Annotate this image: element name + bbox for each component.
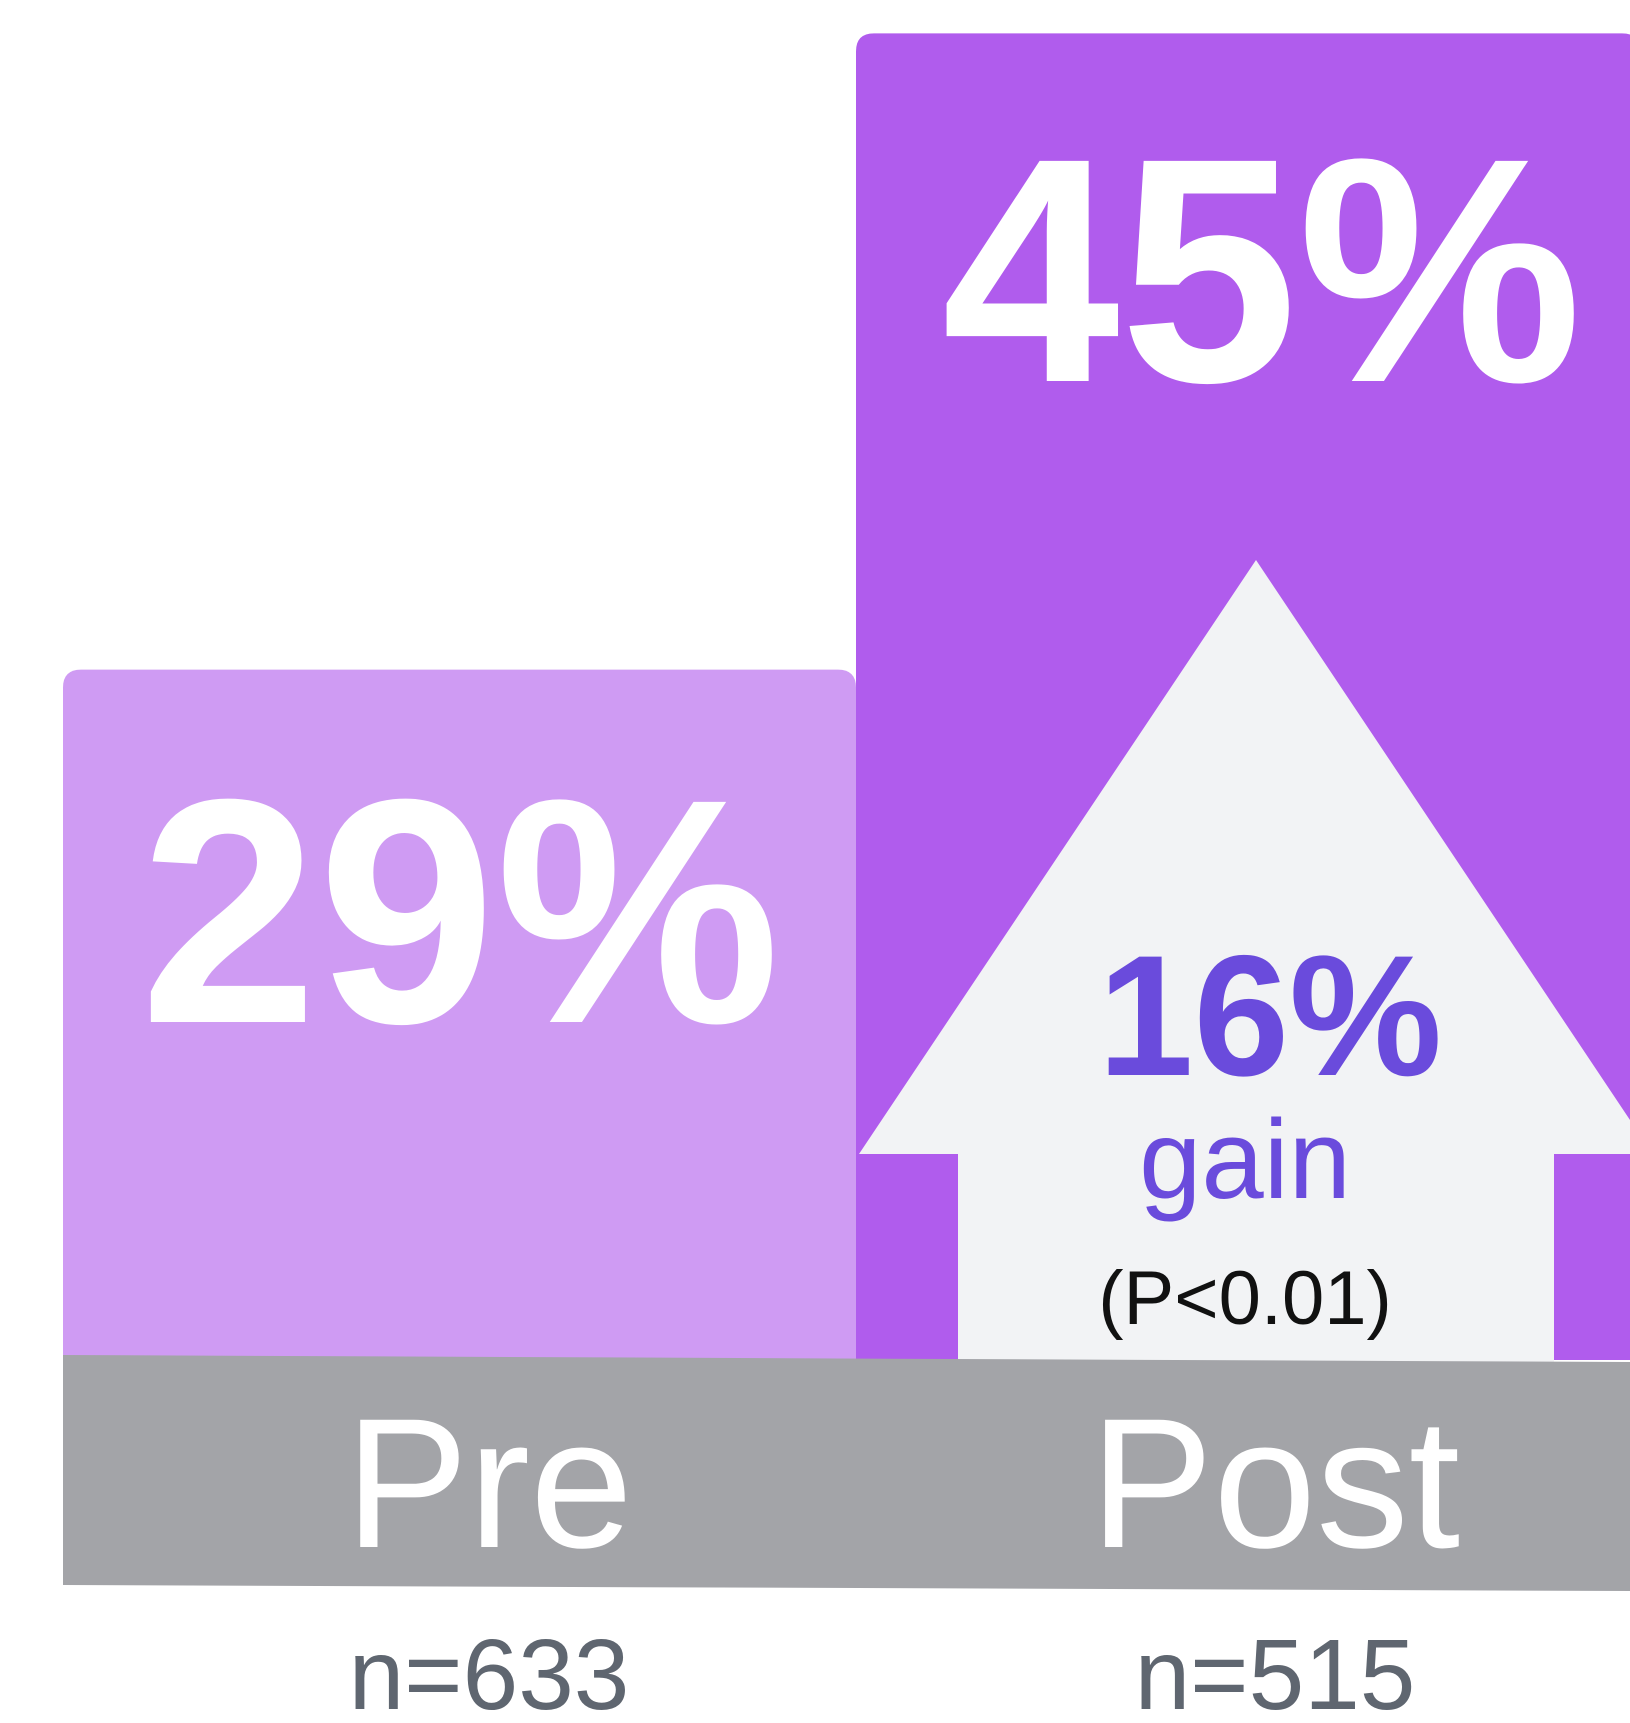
category-label: Post (1090, 1381, 1460, 1587)
category-band (63, 1355, 1630, 1591)
sample-label: n=633 (349, 1619, 630, 1723)
sample-label: n=515 (1135, 1619, 1416, 1723)
gain-text: gain (1139, 1097, 1351, 1222)
category-label: Pre (345, 1381, 633, 1587)
value-label: 29% (140, 732, 780, 1090)
p-value: (P<0.01) (1098, 1256, 1392, 1341)
value-label: 45% (942, 91, 1582, 449)
bar (63, 669, 856, 1360)
gain-value: 16% (1098, 920, 1442, 1112)
gain-arrow (859, 560, 1630, 1362)
